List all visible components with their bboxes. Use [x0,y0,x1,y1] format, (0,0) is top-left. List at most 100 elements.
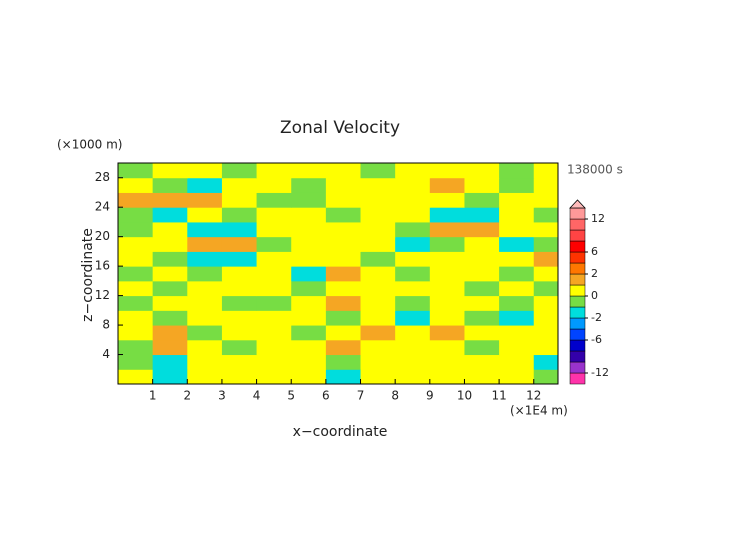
chart-title: Zonal Velocity [280,118,400,138]
field-cell [291,221,327,238]
field-cell [152,163,188,179]
field-cell [360,251,396,267]
field-cell [429,310,465,326]
field-cell [360,266,396,282]
field-cell [256,163,292,179]
field-cell [221,207,258,223]
field-cell [360,310,396,326]
field-cell [464,221,500,238]
field-cell [325,280,362,297]
field-cell [533,192,558,208]
field-cell [499,251,535,267]
field-cell [429,236,465,252]
field-cell [499,354,535,370]
field-cell [395,177,431,193]
field-cell [533,266,558,282]
field-cell [291,236,327,252]
field-cell [221,354,258,370]
colorbar-band [569,240,586,253]
field-cell [256,221,292,238]
y-tick-label: 4 [102,347,110,361]
field-cell [152,369,188,384]
field-cell [291,192,327,208]
field-cell [395,325,431,341]
field-cell [291,369,327,384]
field-cell [187,177,223,193]
field-cell [499,325,535,341]
colorbar-tick-label: 2 [591,267,598,280]
field-cell [291,325,327,341]
colorbar-band [569,207,586,220]
x-tick-label: 10 [457,389,472,403]
field-cell [464,310,500,326]
field-cell [256,339,292,356]
field-cell [325,325,362,341]
field-cell [360,325,396,341]
y-tick-label: 12 [95,288,110,302]
field-cell [464,354,500,370]
field-cell [152,310,188,326]
field-cell [291,266,327,282]
field-cell [221,369,258,384]
field-cell [221,192,258,208]
field-cell [499,339,535,356]
field-cell [187,266,223,282]
field-cell [429,163,465,179]
x-tick-label: 7 [357,389,365,403]
field-cell [325,295,362,311]
field-cell [464,280,500,297]
field-cell [325,192,362,208]
field-cell [533,369,558,384]
field-cell [187,354,223,370]
field-cell [291,251,327,267]
field-cell [256,177,292,193]
colorbar-band [569,306,586,319]
colorbar-tick-label: 12 [591,212,605,225]
field-cell [464,339,500,356]
field-cell [325,236,362,252]
field-cell [533,354,558,370]
field-cell [187,295,223,311]
field-cell [395,369,431,384]
colorbar-band [569,218,586,231]
colorbar-band [569,251,586,264]
y-axis-title: z−coordinate [80,228,96,322]
field-cell [187,369,223,384]
field-cell [499,236,535,252]
field-cell [118,354,154,370]
colorbar-band [569,273,586,286]
field-cell [256,295,292,311]
field-cell [533,236,558,252]
field-cell [291,177,327,193]
field-cell [291,295,327,311]
colorbar-tick-label: 0 [591,289,598,302]
field-cell [152,221,188,238]
field-cell [325,251,362,267]
field-cell [118,280,154,297]
field-cell [429,295,465,311]
field-cell [187,280,223,297]
x-axis-title: x−coordinate [293,424,388,440]
field-cell [395,221,431,238]
field-cell [187,251,223,267]
x-tick-label: 5 [287,389,295,403]
field-cell [152,266,188,282]
field-cell [533,280,558,297]
field-cell [499,221,535,238]
field-cell [429,266,465,282]
field-cell [395,192,431,208]
field-cell [464,163,500,179]
field-cell [499,163,535,179]
field-cell [256,354,292,370]
field-cell [429,192,465,208]
field-cell [118,369,154,384]
field-cell [429,221,465,238]
colorbar-extend [569,199,586,209]
field-cell [187,325,223,341]
field-cell [429,177,465,193]
field-cell [118,295,154,311]
field-cell [325,310,362,326]
field-cell [118,221,154,238]
y-tick-label: 28 [95,170,110,184]
field-cell [429,280,465,297]
